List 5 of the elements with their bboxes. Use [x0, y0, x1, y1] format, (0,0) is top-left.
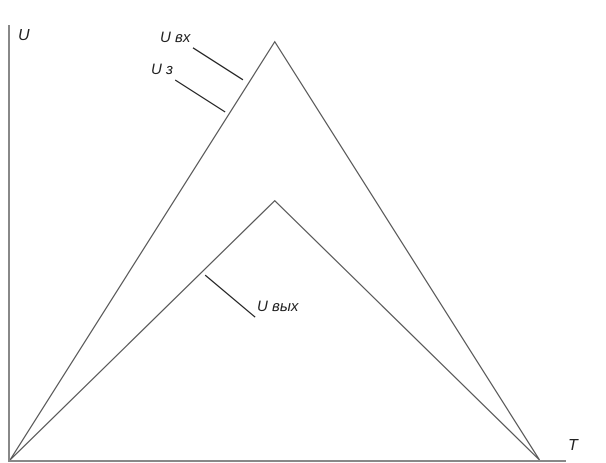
annotation: U з	[151, 61, 173, 78]
x-axis-title: T	[568, 437, 579, 454]
y-axis-title: U	[18, 27, 30, 44]
annotation: U вых	[257, 298, 299, 315]
annotation: U вх	[160, 29, 191, 46]
